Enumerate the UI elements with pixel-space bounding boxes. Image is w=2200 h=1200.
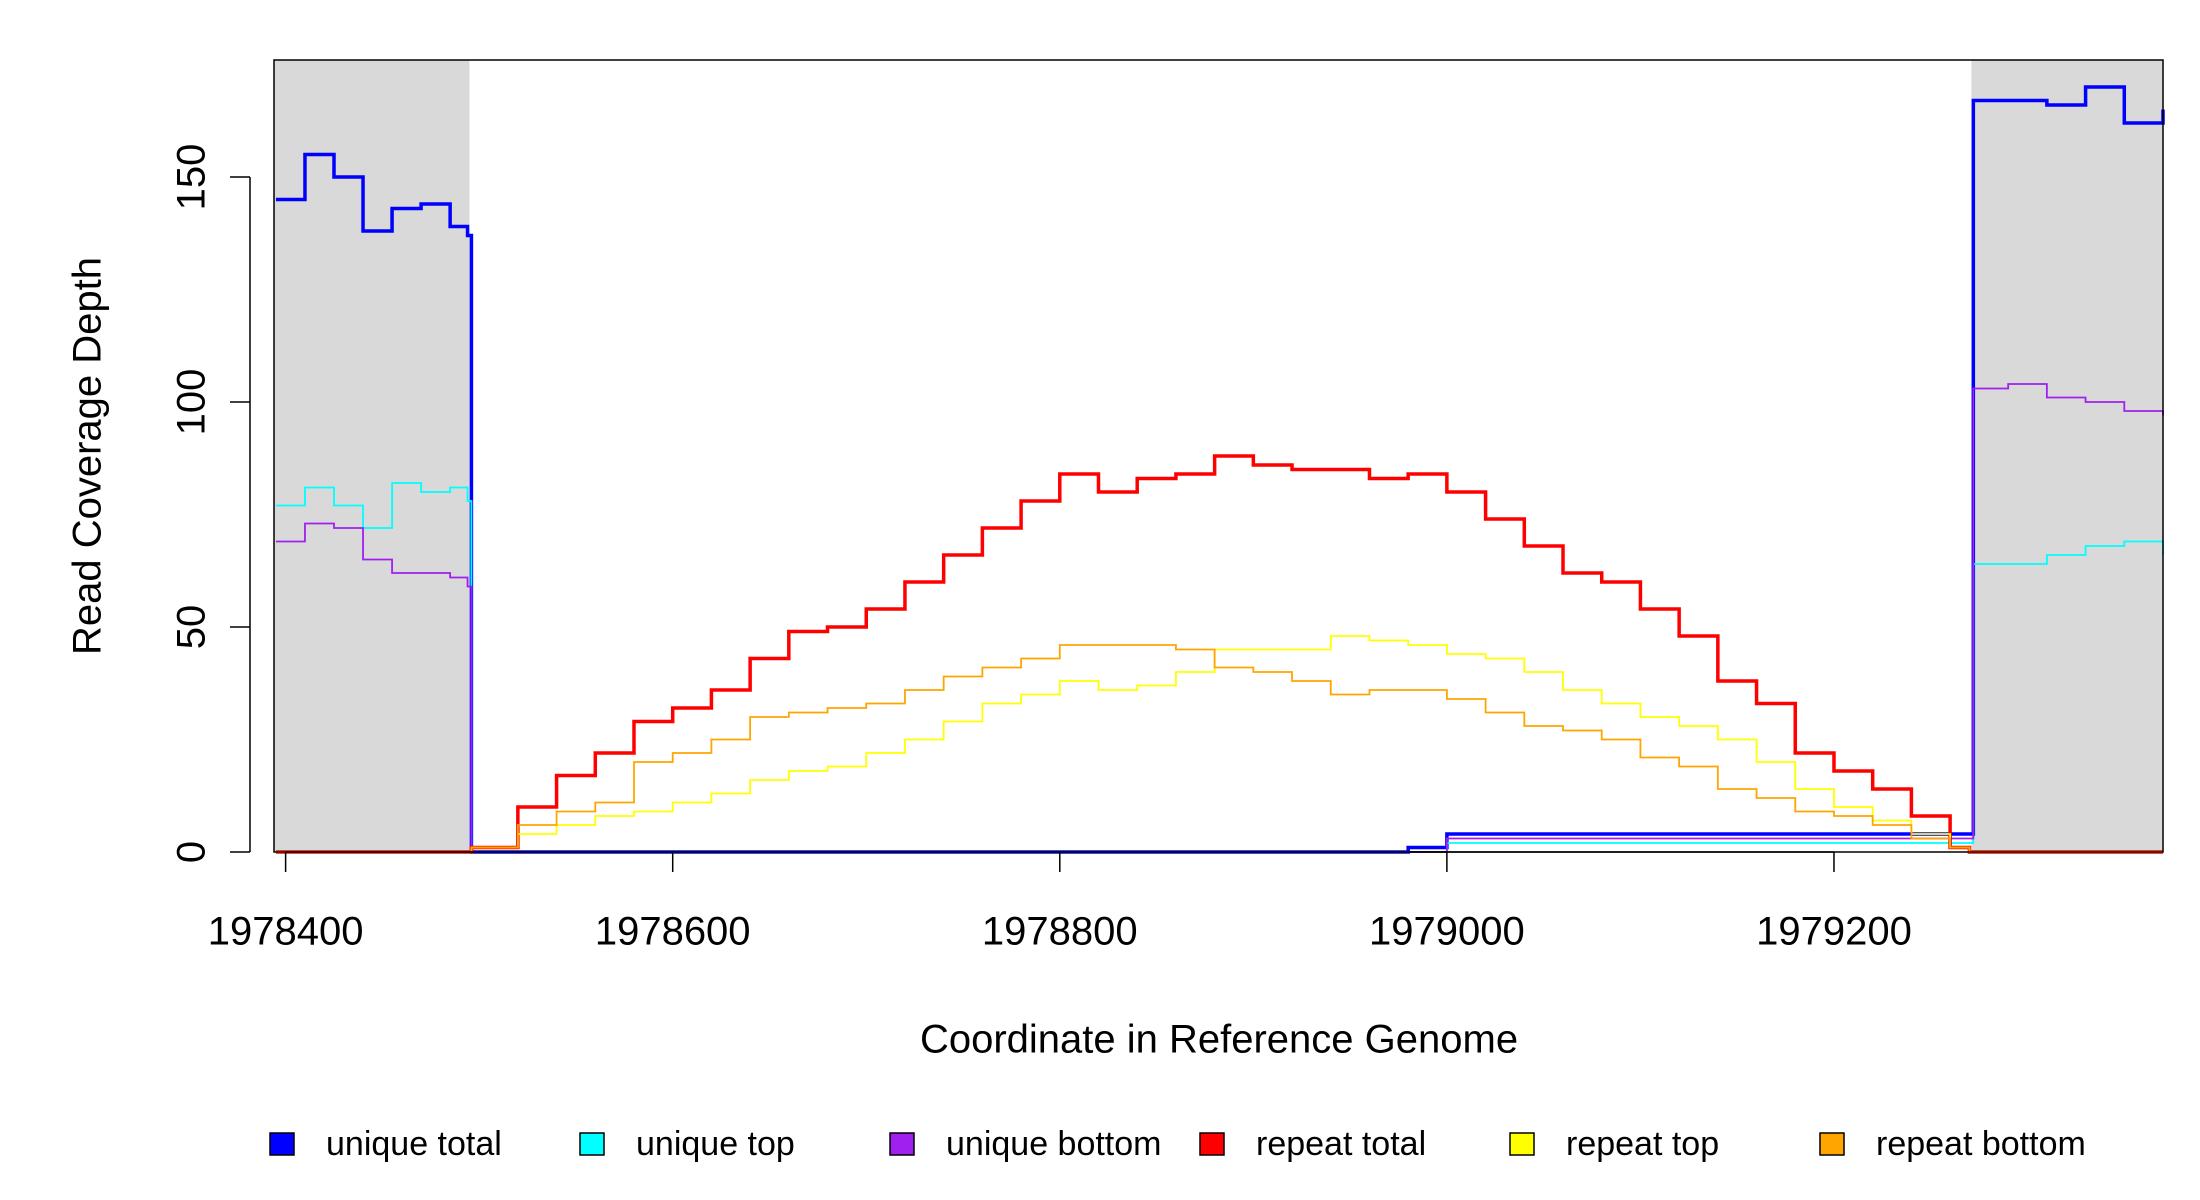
x-axis-title: Coordinate in Reference Genome: [920, 1018, 1518, 1062]
y-tick-label: 0: [170, 841, 214, 863]
y-axis-title: Read Coverage Depth: [66, 257, 110, 655]
y-tick-label: 150: [170, 144, 214, 211]
legend-swatch: [579, 1132, 605, 1156]
series-line: [275, 454, 2163, 854]
legend-swatch: [1509, 1132, 1535, 1156]
legend-swatch: [269, 1132, 295, 1156]
legend-label: repeat total: [1256, 1125, 1426, 1163]
x-tick-label: 1978800: [982, 910, 1138, 954]
shaded-range: [1971, 60, 2163, 852]
series-line: [275, 383, 2164, 853]
series-line: [275, 635, 2163, 853]
x-tick-label: 1979200: [1756, 910, 1912, 954]
legend-swatch: [889, 1132, 915, 1156]
series-line: [275, 644, 2163, 853]
legend-label: repeat top: [1566, 1125, 1719, 1163]
y-tick-label: 50: [170, 605, 214, 650]
x-tick-label: 1978400: [208, 910, 364, 954]
x-tick-label: 1979000: [1369, 910, 1525, 954]
x-tick-label: 1978600: [595, 910, 751, 954]
legend-label: unique total: [326, 1125, 502, 1163]
legend-label: unique bottom: [946, 1125, 1162, 1163]
y-tick-label: 100: [170, 369, 214, 436]
legend-label: repeat bottom: [1876, 1125, 2086, 1163]
legend-swatch: [1199, 1132, 1225, 1156]
legend-label: unique top: [636, 1125, 795, 1163]
series-line: [275, 85, 2165, 854]
legend-swatch: [1819, 1132, 1845, 1156]
